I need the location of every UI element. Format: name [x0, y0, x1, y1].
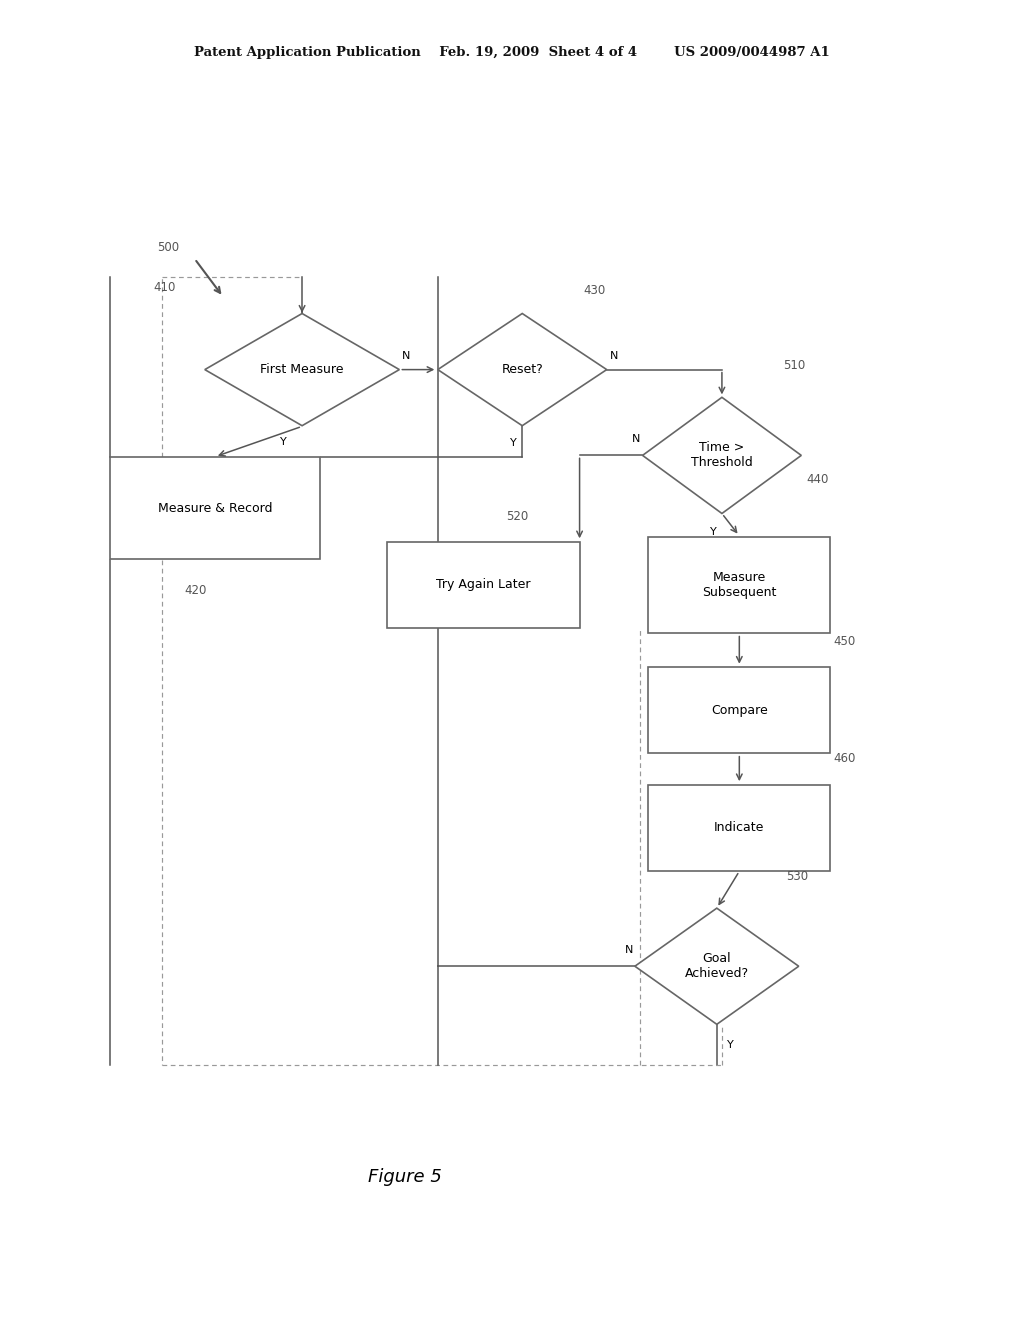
Text: N: N: [401, 351, 410, 362]
Bar: [648, 668, 830, 752]
Bar: [387, 541, 580, 627]
Text: Try Again Later: Try Again Later: [436, 578, 530, 591]
Text: Measure & Record: Measure & Record: [158, 502, 272, 515]
Text: Indicate: Indicate: [714, 821, 765, 834]
Text: N: N: [610, 351, 618, 362]
Text: Y: Y: [710, 527, 717, 537]
Text: First Measure: First Measure: [260, 363, 344, 376]
Text: Compare: Compare: [711, 704, 768, 717]
Text: 530: 530: [786, 870, 809, 883]
Bar: [648, 537, 830, 632]
Text: N: N: [632, 434, 640, 445]
Text: 430: 430: [584, 284, 606, 297]
Text: 460: 460: [834, 752, 856, 766]
Polygon shape: [643, 397, 801, 513]
Bar: [111, 458, 319, 560]
Text: Y: Y: [727, 1040, 734, 1051]
Text: 450: 450: [834, 635, 856, 648]
Text: Reset?: Reset?: [502, 363, 543, 376]
Text: 500: 500: [157, 240, 179, 253]
Text: Measure
Subsequent: Measure Subsequent: [702, 570, 776, 599]
Text: Goal
Achieved?: Goal Achieved?: [685, 952, 749, 981]
Text: Y: Y: [510, 438, 517, 449]
Text: 440: 440: [806, 473, 828, 486]
Polygon shape: [635, 908, 799, 1024]
Text: 510: 510: [783, 359, 806, 372]
Text: Y: Y: [280, 437, 287, 447]
Text: 410: 410: [154, 281, 176, 294]
Polygon shape: [438, 314, 606, 425]
Text: Patent Application Publication    Feb. 19, 2009  Sheet 4 of 4        US 2009/004: Patent Application Publication Feb. 19, …: [195, 46, 829, 59]
Text: 520: 520: [506, 510, 528, 523]
Text: Figure 5: Figure 5: [368, 1168, 441, 1187]
Bar: [648, 784, 830, 871]
Text: 420: 420: [184, 583, 207, 597]
Text: Time >
Threshold: Time > Threshold: [691, 441, 753, 470]
Text: N: N: [625, 945, 633, 956]
Polygon shape: [205, 314, 399, 425]
